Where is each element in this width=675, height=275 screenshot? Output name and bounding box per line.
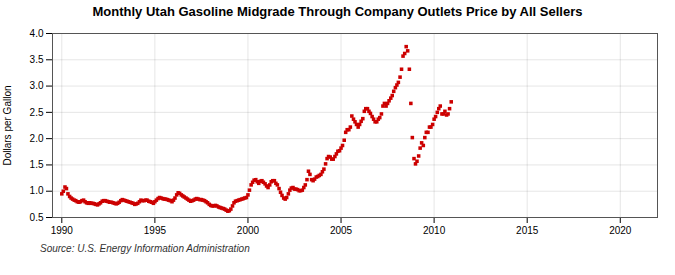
svg-text:3.5: 3.5 — [30, 54, 44, 65]
svg-text:1.5: 1.5 — [30, 159, 44, 170]
html-text:Monthly Utah Gasoline Midgrade: Monthly Utah Gasoline Midgrade Through C… — [92, 4, 583, 19]
svg-text:2020: 2020 — [609, 225, 632, 236]
svg-text:2010: 2010 — [423, 225, 446, 236]
svg-text:3.0: 3.0 — [30, 80, 44, 91]
svg-text:2000: 2000 — [237, 225, 260, 236]
svg-text:2.5: 2.5 — [30, 107, 44, 118]
svg-text:2005: 2005 — [330, 225, 353, 236]
svg-text:1.0: 1.0 — [30, 185, 44, 196]
svg-text:Dollars per Gallon: Dollars per Gallon — [2, 85, 13, 165]
svg-text:2.0: 2.0 — [30, 133, 44, 144]
svg-text:1995: 1995 — [144, 225, 167, 236]
svg-text:0.5: 0.5 — [30, 212, 44, 223]
html-text:Source: U.S. Energy Informatio: Source: U.S. Energy Information Administ… — [40, 243, 250, 254]
svg-text:2015: 2015 — [516, 225, 539, 236]
svg-text:1990: 1990 — [51, 225, 74, 236]
svg-text:4.0: 4.0 — [30, 28, 44, 39]
